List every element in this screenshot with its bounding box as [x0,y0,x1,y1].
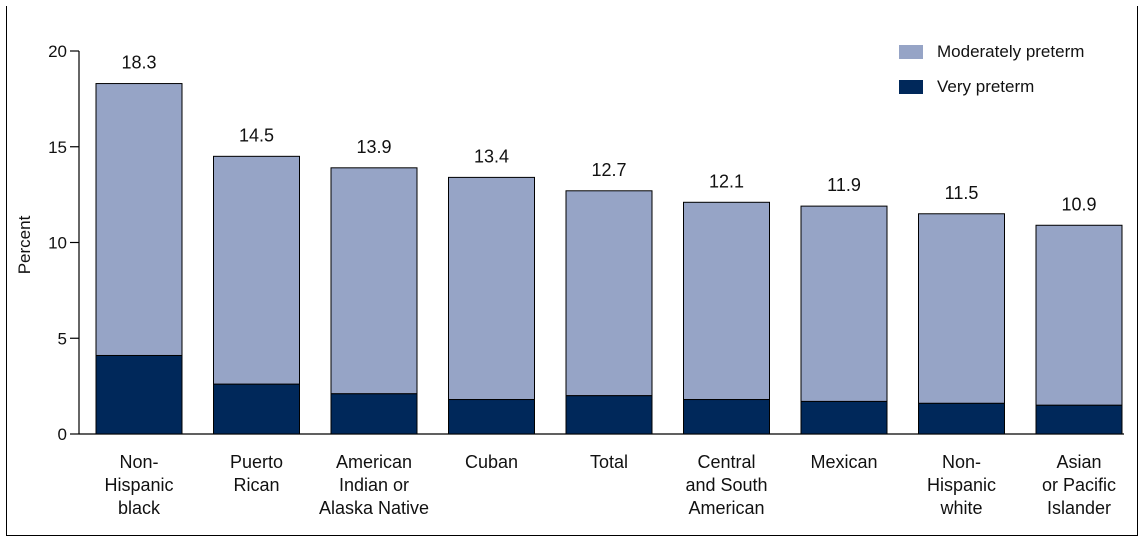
bar-very-preterm [1035,404,1123,435]
data-label-total: 18.3 [121,53,156,73]
bar-moderately-preterm [800,205,888,402]
x-tick-label: black [118,498,161,518]
x-tick-label: Non- [119,452,158,472]
x-tick-label: American [336,452,412,472]
legend-item-very-preterm: Very preterm [899,77,1084,97]
legend-swatch-very-preterm [899,80,923,94]
x-tick-label: Islander [1047,498,1111,518]
bar-very-preterm [918,402,1005,435]
bar-very-preterm [565,395,653,435]
bar-moderately-preterm [565,190,653,397]
bar-moderately-preterm [1035,224,1123,406]
x-tick-label: Mexican [810,452,877,472]
y-tick-label: 20 [48,42,67,61]
x-tick-label: Non- [942,452,981,472]
data-label-total: 14.5 [239,125,274,145]
x-tick-label: American [688,498,764,518]
x-tick-label: Hispanic [927,475,996,495]
bars [95,83,1123,435]
x-tick-label: and South [685,475,767,495]
data-label-total: 13.4 [474,146,509,166]
x-tick-label: Puerto [230,452,283,472]
y-tick-label: 5 [58,329,67,348]
data-label-total: 12.7 [591,160,626,180]
data-label-total: 11.9 [827,175,861,195]
data-label-total: 10.9 [1061,194,1096,214]
y-axis-label: Percent [15,215,34,274]
x-tick-label: Central [697,452,755,472]
bar-very-preterm [330,393,418,435]
bar-very-preterm [95,354,183,435]
labels: 18.3 Non- Hispanic black 14.5 Puerto Rican 13.9… [104,53,1116,518]
data-label-total: 13.9 [356,137,391,157]
bar-very-preterm [213,383,300,435]
bar-moderately-preterm [95,83,183,356]
x-tick-label: Cuban [465,452,518,472]
bar-moderately-preterm [683,201,770,401]
bar-moderately-preterm [330,167,418,395]
x-tick-label: Rican [233,475,279,495]
x-tick-label: white [939,498,982,518]
legend-label-moderately-preterm: Moderately preterm [937,42,1085,61]
bar-very-preterm [683,399,770,435]
y-tick-label: 15 [48,138,67,157]
legend-swatch-moderately-preterm [899,45,923,59]
legend-label-very-preterm: Very preterm [937,77,1035,96]
data-label-total: 12.1 [709,171,744,191]
bar-moderately-preterm [918,213,1005,404]
bar-moderately-preterm [448,176,535,401]
legend-item-moderately-preterm: Moderately preterm [899,42,1084,62]
x-tick-label: Hispanic [104,475,173,495]
data-label-total: 11.5 [945,183,979,203]
bar-very-preterm [448,399,535,435]
legend: Moderately preterm Very preterm [899,42,1084,112]
x-tick-label: Total [590,452,628,472]
y-tick-label: 0 [58,425,67,444]
y-tick-label: 10 [48,234,67,253]
x-tick-label: or Pacific [1042,475,1116,495]
x-tick-label: Asian [1056,452,1101,472]
x-tick-label: Indian or [339,475,409,495]
bar-very-preterm [800,400,888,435]
x-tick-label: Alaska Native [319,498,429,518]
bar-moderately-preterm [213,155,300,385]
